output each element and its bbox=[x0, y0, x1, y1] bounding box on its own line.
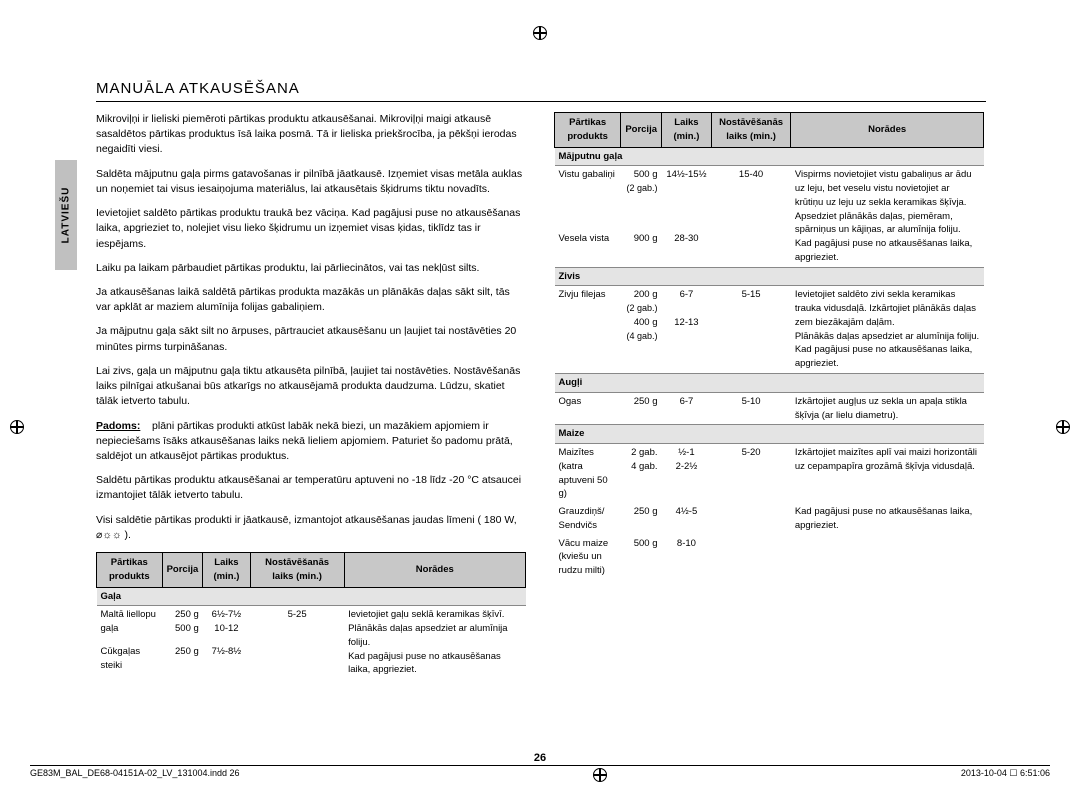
para: Ievietojiet saldēto pārtikas produktu tr… bbox=[96, 206, 526, 252]
cell: 28-30 bbox=[662, 230, 712, 267]
cell: 5-20 bbox=[711, 444, 790, 504]
table-row: Vistu gabaliņi 500 g(2 gab.) 14½-15½ 15-… bbox=[555, 166, 984, 231]
para: Laiku pa laikam pārbaudiet pārtikas prod… bbox=[96, 261, 526, 276]
cell: Ogas bbox=[555, 392, 621, 425]
th-product: Pārtikas produkts bbox=[97, 553, 163, 588]
cell: Maizītes(katra aptuveni 50 g) bbox=[555, 444, 621, 504]
cell: 5-25 bbox=[250, 606, 344, 643]
cell: Cūkgaļas steiki bbox=[97, 643, 163, 679]
th-notes: Norādes bbox=[344, 553, 525, 588]
section: Maize bbox=[555, 425, 984, 444]
table-row: Maizītes(katra aptuveni 50 g) 2 gab.4 ga… bbox=[555, 444, 984, 504]
language-label: LATVIEŠU bbox=[61, 187, 72, 244]
th-product: Pārtikas produkts bbox=[555, 113, 621, 148]
tip: Padoms: plāni pārtikas produkti atkūst l… bbox=[96, 419, 526, 465]
page-number: 26 bbox=[0, 752, 1080, 764]
column-right: Pārtikas produkts Porcija Laiks (min.) N… bbox=[554, 112, 984, 679]
cell: Vistu gabaliņi bbox=[555, 166, 621, 231]
section: Augļi bbox=[555, 374, 984, 393]
defrost-table-right: Pārtikas produkts Porcija Laiks (min.) N… bbox=[554, 112, 984, 580]
cell: 250 g bbox=[621, 392, 662, 425]
cell: Zivju filejas bbox=[555, 286, 621, 374]
cell: 2 gab.4 gab. bbox=[621, 444, 662, 504]
th-portion: Porcija bbox=[162, 553, 203, 588]
table-row: Grauzdiņš/Sendvičs 250 g 4½-5 Kad pagāju… bbox=[555, 503, 984, 535]
cell: 900 g bbox=[621, 230, 662, 267]
section: Gaļa bbox=[97, 587, 526, 606]
cell: 14½-15½ bbox=[662, 166, 712, 231]
page-content: MANUĀLA ATKAUSĒŠANA Mikroviļņi ir lielis… bbox=[96, 80, 986, 679]
footer: GE83M_BAL_DE68-04151A-02_LV_131004.indd … bbox=[30, 765, 1050, 782]
tip-label: Padoms: bbox=[96, 420, 140, 432]
cell: Maltā liellopu gaļa bbox=[97, 606, 163, 643]
cell: 6-7 bbox=[662, 392, 712, 425]
cell: 250 g bbox=[162, 643, 203, 679]
th-time: Laiks (min.) bbox=[203, 553, 250, 588]
th-time: Laiks (min.) bbox=[662, 113, 712, 148]
table-row: Zivju filejas 200 g(2 gab.)400 g(4 gab.)… bbox=[555, 286, 984, 374]
para: Ja mājputnu gaļa sākt silt no ārpuses, p… bbox=[96, 324, 526, 354]
cell: 200 g(2 gab.)400 g(4 gab.) bbox=[621, 286, 662, 374]
cell: Ievietojiet saldēto zivi sekla keramikas… bbox=[791, 286, 984, 374]
cell: 500 g bbox=[621, 535, 662, 580]
page-title: MANUĀLA ATKAUSĒŠANA bbox=[96, 80, 986, 102]
para: Ja atkausēšanas laikā saldētā pārtikas p… bbox=[96, 285, 526, 315]
cell: 6-712-13 bbox=[662, 286, 712, 374]
footer-left: GE83M_BAL_DE68-04151A-02_LV_131004.indd … bbox=[30, 768, 240, 782]
cell: 7½-8½ bbox=[203, 643, 250, 679]
defrost-table-left: Pārtikas produkts Porcija Laiks (min.) N… bbox=[96, 552, 526, 679]
cell: 250 g bbox=[621, 503, 662, 535]
cell: 15-40 bbox=[711, 166, 790, 231]
table-row: Ogas 250 g 6-7 5-10 Izkārtojiet augļus u… bbox=[555, 392, 984, 425]
th-stand: Nostāvēšanās laiks (min.) bbox=[711, 113, 790, 148]
section: Mājputnu gaļa bbox=[555, 147, 984, 166]
para: Saldētu pārtikas produktu atkausēšanai a… bbox=[96, 473, 526, 503]
th-portion: Porcija bbox=[621, 113, 662, 148]
cell: Vispirms novietojiet vistu gabaliņus ar … bbox=[791, 166, 984, 267]
cell: Izkārtojiet maizītes aplī vai maizi hori… bbox=[791, 444, 984, 504]
cell: 500 g(2 gab.) bbox=[621, 166, 662, 231]
table-row: Maltā liellopu gaļa 250 g500 g 6½-7½10-1… bbox=[97, 606, 526, 643]
para: Mikroviļņi ir lieliski piemēroti pārtika… bbox=[96, 112, 526, 158]
cell: Vesela vista bbox=[555, 230, 621, 267]
section: Zivis bbox=[555, 267, 984, 286]
cell: 5-15 bbox=[711, 286, 790, 374]
th-stand: Nostāvēšanās laiks (min.) bbox=[250, 553, 344, 588]
cell: 8-10 bbox=[662, 535, 712, 580]
cell: Grauzdiņš/Sendvičs bbox=[555, 503, 621, 535]
para: Lai zivs, gaļa un mājputnu gaļa tiktu at… bbox=[96, 364, 526, 410]
cell: Ievietojiet gaļu seklā keramikas šķīvī. … bbox=[344, 606, 525, 679]
table-row: Vācu maize (kviešu un rudzu milti) 500 g… bbox=[555, 535, 984, 580]
para: Saldēta mājputnu gaļa pirms gatavošanas … bbox=[96, 167, 526, 197]
cell: ½-12-2½ bbox=[662, 444, 712, 504]
language-tab: LATVIEŠU bbox=[55, 160, 77, 270]
reg-mark-bottom-icon bbox=[593, 768, 607, 782]
th-notes: Norādes bbox=[791, 113, 984, 148]
cell: Izkārtojiet augļus uz sekla un apaļa sti… bbox=[791, 392, 984, 425]
cell: Vācu maize (kviešu un rudzu milti) bbox=[555, 535, 621, 580]
cell: 250 g500 g bbox=[162, 606, 203, 643]
cell: Kad pagājusi puse no atkausēšanas laika,… bbox=[791, 503, 984, 535]
cell: 4½-5 bbox=[662, 503, 712, 535]
cell: 6½-7½10-12 bbox=[203, 606, 250, 643]
footer-right: 2013-10-04 ☐ 6:51:06 bbox=[961, 768, 1050, 782]
cell: 5-10 bbox=[711, 392, 790, 425]
para: Visi saldētie pārtikas produkti ir jāatk… bbox=[96, 513, 526, 543]
tip-text: plāni pārtikas produkti atkūst labāk nek… bbox=[96, 420, 513, 462]
column-left: Mikroviļņi ir lieliski piemēroti pārtika… bbox=[96, 112, 526, 679]
